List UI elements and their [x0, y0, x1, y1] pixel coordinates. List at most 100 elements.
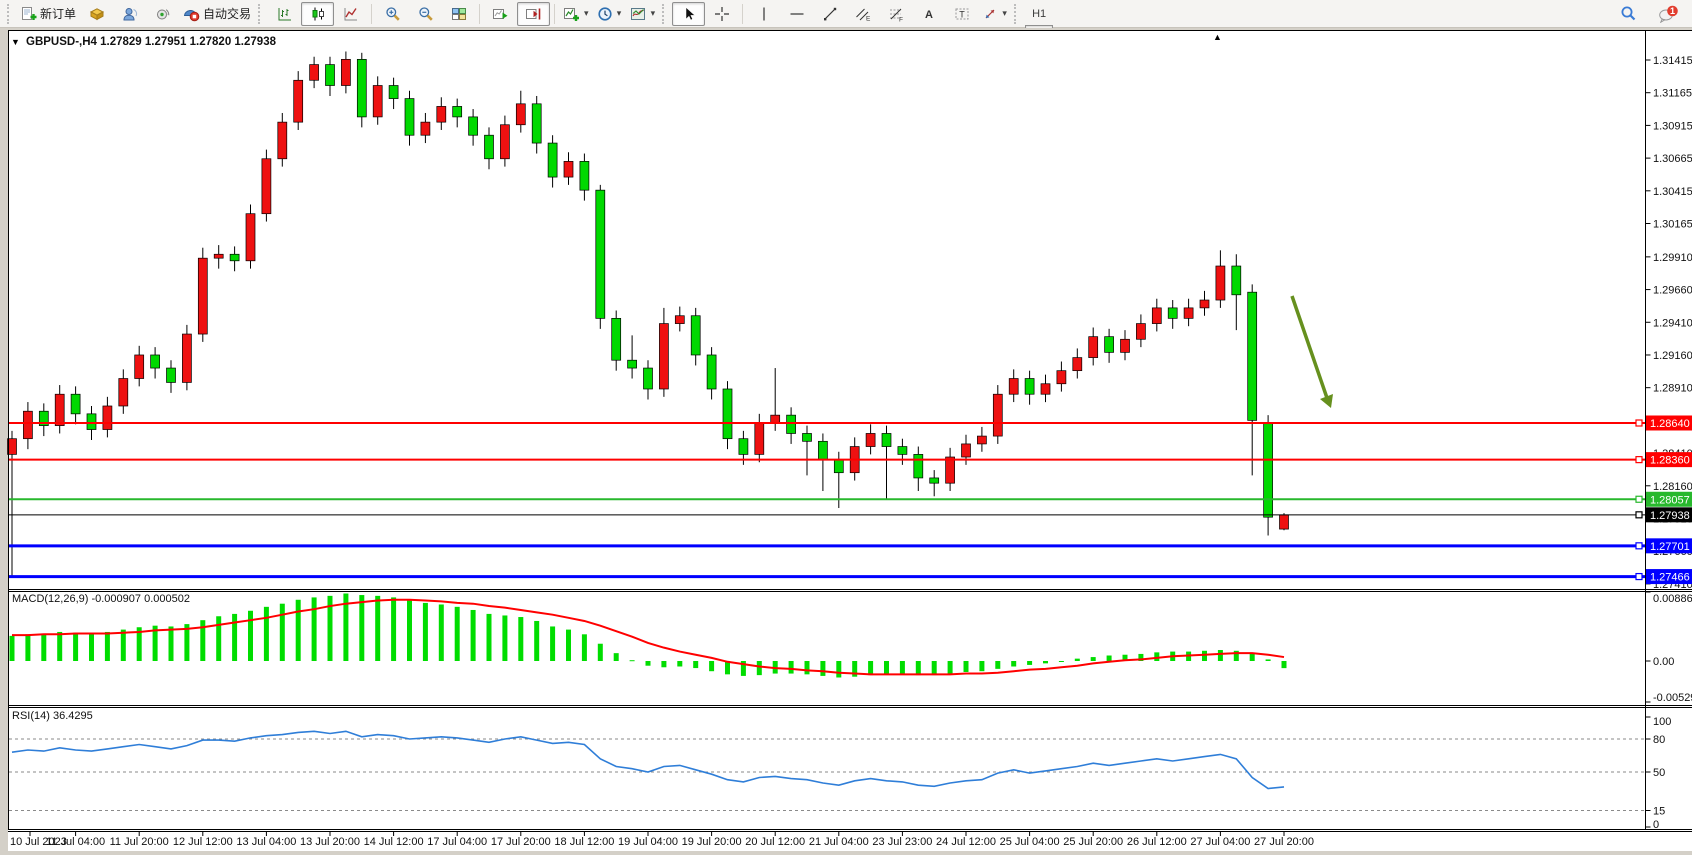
- rsi-tick-label: 0: [1653, 819, 1659, 831]
- time-axis-label: 18 Jul 12:00: [554, 836, 614, 848]
- bear-candle-body: [929, 477, 940, 484]
- price-badge[interactable]: [1646, 491, 1692, 507]
- new-order-button[interactable]: 新订单: [17, 2, 80, 26]
- bear-candle-body: [786, 414, 796, 434]
- price-badge[interactable]: [1646, 569, 1692, 585]
- macd-histogram-bar: [136, 627, 142, 661]
- auto-scroll-button[interactable]: [484, 2, 517, 26]
- macd-histogram-bar: [1249, 653, 1255, 661]
- macd-histogram-bar: [947, 661, 953, 674]
- candlestick-mode-button[interactable]: [301, 1, 335, 26]
- autotrading-button[interactable]: 自动交易: [179, 2, 255, 26]
- candle: [706, 347, 717, 400]
- templates-button[interactable]: ▾: [626, 2, 660, 26]
- candle: [881, 425, 892, 499]
- profile-icon: [123, 7, 137, 20]
- tab-timeframe-H1[interactable]: H1: [1032, 7, 1047, 20]
- bear-candle-body: [818, 440, 828, 460]
- line-chart-mode-button[interactable]: [334, 2, 367, 26]
- bull-candle-body: [54, 393, 65, 426]
- bear-candle-body: [611, 317, 622, 361]
- zoom-in-icon: [385, 6, 400, 21]
- bull-candle-body: [372, 85, 383, 118]
- bar-chart-mode-button[interactable]: [268, 2, 301, 26]
- channel-tool-button[interactable]: E: [846, 2, 879, 26]
- candle: [388, 77, 399, 110]
- chart-frame: [8, 30, 1692, 832]
- indicators-icon: [564, 7, 580, 21]
- text-tool-button[interactable]: A: [912, 2, 945, 26]
- vertical-line-tool-button[interactable]: [747, 2, 780, 26]
- candle: [54, 385, 65, 434]
- tile-windows-button[interactable]: [442, 2, 475, 26]
- profile-button[interactable]: [113, 2, 146, 26]
- macd-histogram-bar: [311, 597, 317, 661]
- bull-candle-body: [309, 64, 319, 81]
- chart-canvas[interactable]: 1.31415 1.31165 1.30915 1.30665 1.30415 1.301…: [0, 28, 1692, 851]
- fibonacci-tool-button[interactable]: F: [879, 2, 912, 26]
- price-badge[interactable]: [1646, 415, 1692, 431]
- bull-candle-body: [1136, 323, 1146, 340]
- macd-histogram-bar: [852, 661, 858, 677]
- bear-candle-body: [579, 161, 590, 191]
- chart-dropdown-arrow[interactable]: ▼: [11, 37, 20, 47]
- line-handle[interactable]: [1635, 456, 1643, 464]
- price-tick-label: 1.29160: [1653, 350, 1692, 362]
- macd-histogram-bar: [597, 643, 603, 661]
- label-tool-button[interactable]: T: [945, 2, 978, 26]
- search-icon: [1621, 6, 1636, 21]
- time-axis-label: 13 Jul 20:00: [300, 836, 360, 848]
- search-button[interactable]: [1612, 2, 1645, 26]
- line-handle[interactable]: [1635, 572, 1643, 581]
- line-handle[interactable]: [1635, 495, 1643, 503]
- time-axis-label: 11 Jul 04:00: [46, 836, 105, 848]
- line-handle[interactable]: [1635, 542, 1643, 550]
- arrows-tool-button[interactable]: ▾: [978, 2, 1011, 26]
- chart-shift-button[interactable]: [517, 1, 551, 26]
- periods-button[interactable]: ▾: [593, 2, 626, 26]
- bull-candle-body: [754, 422, 765, 455]
- macd-histogram-bar: [629, 660, 635, 662]
- crosshair-tool-button[interactable]: [705, 2, 738, 26]
- line-handle[interactable]: [1635, 511, 1643, 519]
- toolbar-separator: [742, 3, 744, 24]
- chart-shift-icon: [526, 8, 541, 19]
- macd-histogram-bar: [1074, 658, 1080, 661]
- add-indicator-button[interactable]: ▾: [559, 2, 593, 26]
- notifications-button[interactable]: 1: [1651, 2, 1684, 26]
- zoom-out-button[interactable]: [409, 2, 442, 26]
- time-axis-label: 25 Jul 04:00: [1000, 836, 1060, 848]
- toolbar-grip[interactable]: [7, 3, 12, 24]
- rsi-tick-label: 100: [1653, 716, 1671, 728]
- macd-histogram-bar: [1217, 650, 1223, 661]
- trendline-icon: [823, 7, 836, 20]
- zoom-in-button[interactable]: [376, 2, 409, 26]
- down-arrow-annotation[interactable]: [1290, 295, 1329, 399]
- price-badge[interactable]: [1646, 452, 1692, 468]
- bull-candle-body: [134, 354, 145, 379]
- trendline-tool-button[interactable]: [813, 2, 846, 26]
- price-badge[interactable]: [1646, 538, 1692, 554]
- toolbar-grip[interactable]: [1014, 3, 1019, 24]
- line-handle[interactable]: [1635, 419, 1643, 427]
- chart-shift-marker[interactable]: ▲: [1213, 32, 1222, 42]
- candle: [500, 115, 510, 167]
- macd-tick-label: -0.005294: [1653, 692, 1692, 704]
- bear-candle-body: [70, 393, 81, 415]
- macd-histogram-bar: [581, 634, 587, 661]
- time-axis-label: 13 Jul 04:00: [236, 836, 296, 848]
- toolbar-grip[interactable]: [258, 3, 263, 24]
- toolbar-grip[interactable]: [662, 3, 667, 24]
- candle: [197, 247, 208, 342]
- cursor-tool-button[interactable]: [672, 1, 706, 26]
- candle: [325, 56, 335, 96]
- market-watch-button[interactable]: [80, 2, 113, 26]
- horizontal-line-tool-button[interactable]: [780, 2, 813, 26]
- bear-candle-body: [1247, 291, 1258, 421]
- bull-candle-body: [1056, 370, 1067, 385]
- bull-candle-body: [1088, 336, 1099, 358]
- candle: [356, 52, 367, 128]
- price-badge[interactable]: [1646, 507, 1692, 523]
- alerts-button[interactable]: [146, 2, 179, 26]
